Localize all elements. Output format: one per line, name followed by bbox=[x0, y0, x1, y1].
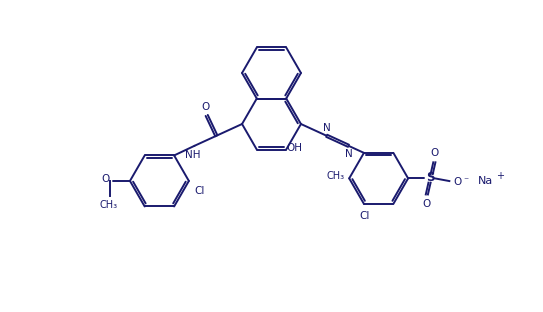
Text: N: N bbox=[323, 123, 331, 133]
Text: O: O bbox=[102, 174, 110, 184]
Text: CH₃: CH₃ bbox=[99, 200, 118, 210]
Text: N: N bbox=[345, 149, 352, 159]
Text: Cl: Cl bbox=[194, 186, 205, 196]
Text: ⁻: ⁻ bbox=[464, 177, 469, 187]
Text: NH: NH bbox=[185, 149, 200, 159]
Text: O: O bbox=[453, 177, 462, 187]
Text: O: O bbox=[431, 148, 439, 158]
Text: O: O bbox=[422, 199, 431, 209]
Text: CH₃: CH₃ bbox=[327, 171, 345, 181]
Text: OH: OH bbox=[287, 143, 302, 153]
Text: O: O bbox=[201, 102, 210, 112]
Text: Na: Na bbox=[478, 176, 493, 186]
Text: +: + bbox=[496, 171, 504, 181]
Text: S: S bbox=[426, 171, 435, 184]
Text: Cl: Cl bbox=[360, 212, 370, 222]
